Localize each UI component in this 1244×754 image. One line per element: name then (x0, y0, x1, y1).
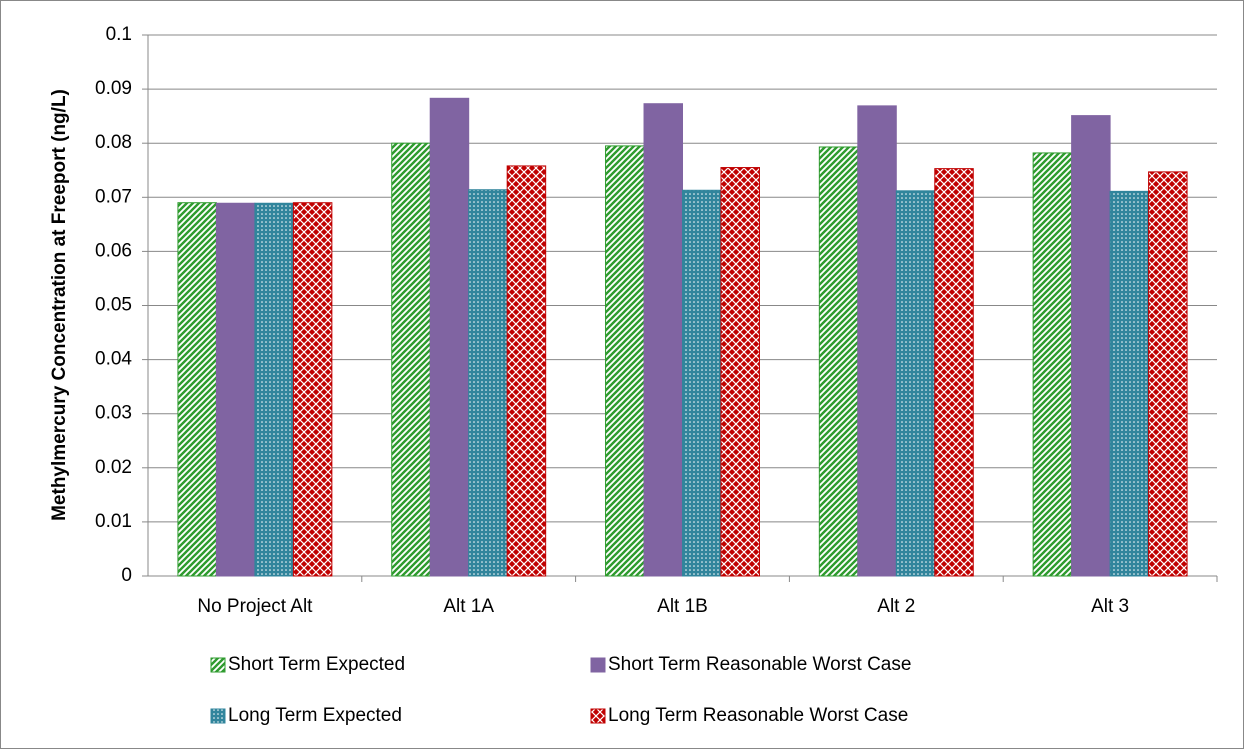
bar (215, 202, 256, 577)
y-tick-label: 0.07 (95, 186, 132, 207)
bar (391, 142, 431, 577)
y-tick-label: 0.1 (106, 24, 132, 45)
y-tick-label: 0.01 (95, 511, 132, 532)
bar (720, 167, 760, 577)
x-tick-label: Alt 3 (1091, 596, 1129, 617)
x-tick-label: No Project Alt (197, 596, 313, 617)
bar (177, 202, 217, 577)
bar (254, 202, 294, 577)
y-tick-label: 0.03 (95, 403, 132, 424)
y-tick-label: 0.08 (95, 132, 132, 153)
legend-label: Long Term Reasonable Worst Case (608, 705, 908, 726)
bar (506, 165, 547, 577)
bar (818, 146, 859, 577)
y-tick-label: 0.02 (95, 457, 132, 478)
y-tick-label: 0.04 (95, 349, 132, 370)
legend-swatch (210, 657, 226, 673)
legend-label: Short Term Reasonable Worst Case (608, 654, 911, 675)
y-tick-label: 0.09 (95, 78, 132, 99)
y-tick-label: 0.05 (95, 295, 132, 316)
bar (1071, 115, 1111, 577)
bar (682, 189, 722, 577)
y-tick-label: 0 (121, 565, 132, 586)
y-tick-label: 0.06 (95, 240, 132, 261)
bar (292, 202, 333, 577)
legend-label: Short Term Expected (228, 654, 405, 675)
bar (1148, 171, 1188, 577)
bar (895, 190, 936, 577)
bar (857, 105, 897, 577)
x-tick-label: Alt 1A (443, 596, 494, 617)
legend-swatch (590, 657, 606, 673)
legend-swatch (590, 708, 606, 724)
bar (468, 189, 508, 577)
y-axis-title: Methylmercury Concentration at Freeport … (49, 89, 70, 521)
x-tick-label: Alt 1B (657, 596, 708, 617)
bar (934, 168, 974, 577)
bar (429, 97, 470, 577)
legend-swatch (210, 708, 226, 724)
legend-label: Long Term Expected (228, 705, 402, 726)
bar (1032, 152, 1073, 577)
bar (1109, 190, 1150, 577)
x-tick-label: Alt 2 (877, 596, 915, 617)
bar (605, 145, 645, 577)
bar (643, 103, 683, 577)
